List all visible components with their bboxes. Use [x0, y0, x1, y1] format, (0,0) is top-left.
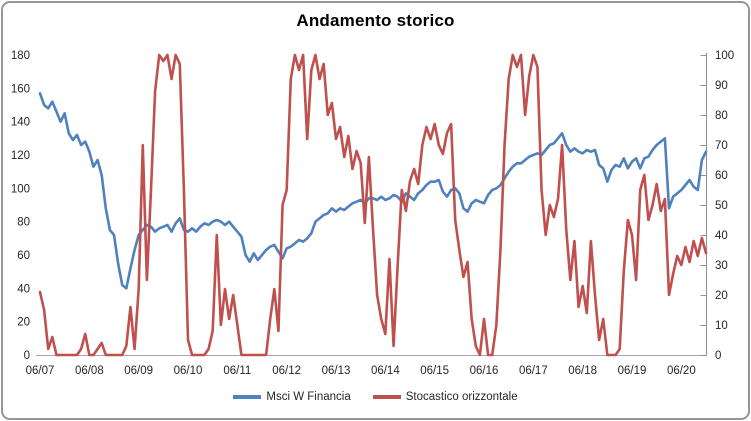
series-stocastico-line [38, 53, 708, 357]
y-right-tick-label: 70 [715, 140, 728, 152]
y-left-tick-label: 120 [11, 150, 30, 162]
y-left-tick-label: 160 [11, 83, 30, 95]
y-left-tick-label: 20 [17, 317, 30, 329]
x-tick-label: 06/07 [26, 365, 55, 377]
legend-label-msci: Msci W Financia [266, 391, 351, 403]
y-right-tick-label: 20 [715, 290, 728, 302]
x-tick-label: 06/09 [124, 365, 153, 377]
y-right-tick-label: 50 [715, 200, 728, 212]
y-left-tick-label: 60 [17, 250, 30, 262]
y-left-tick-label: 80 [17, 217, 30, 229]
chart-title: Andamento storico [296, 11, 455, 30]
y-left-tick-label: 100 [11, 183, 30, 195]
x-tick-label: 06/20 [667, 365, 696, 377]
x-tick-label: 06/16 [470, 365, 499, 377]
y-right-tick-label: 10 [715, 320, 728, 332]
y-left-tick-label: 140 [11, 117, 30, 129]
x-tick-label: 06/13 [322, 365, 351, 377]
x-tick-label: 06/18 [568, 365, 597, 377]
y-right-tick-label: 40 [715, 230, 728, 242]
legend: Msci W Financia Stocastico orizzontale [0, 391, 751, 403]
legend-swatch-stocastico-line [372, 395, 401, 399]
x-tick-label: 06/10 [174, 365, 203, 377]
y-right-tick-label: 60 [715, 170, 728, 182]
y-right-tick-label: 30 [715, 260, 728, 272]
y-left-tick-label: 0 [24, 350, 30, 362]
y-right-tick-label: 80 [715, 110, 728, 122]
y-left-tick-label: 180 [11, 50, 30, 62]
y-left-tick-label: 40 [17, 283, 30, 295]
x-tick-label: 06/17 [519, 365, 548, 377]
x-tick-label: 06/08 [75, 365, 104, 377]
x-tick-label: 06/12 [272, 365, 301, 377]
x-tick-label: 06/15 [420, 365, 449, 377]
x-tick-label: 06/19 [618, 365, 647, 377]
legend-label-stocastico: Stocastico orizzontale [405, 391, 518, 403]
y-right-tick-label: 100 [715, 50, 734, 62]
y-right-tick-label: 90 [715, 80, 728, 92]
x-tick-label: 06/11 [223, 365, 251, 377]
series-msci-line [38, 92, 708, 290]
y-right-tick-label: 0 [715, 350, 721, 362]
x-tick-label: 06/14 [371, 365, 400, 377]
legend-swatch-msci-line [233, 395, 262, 399]
